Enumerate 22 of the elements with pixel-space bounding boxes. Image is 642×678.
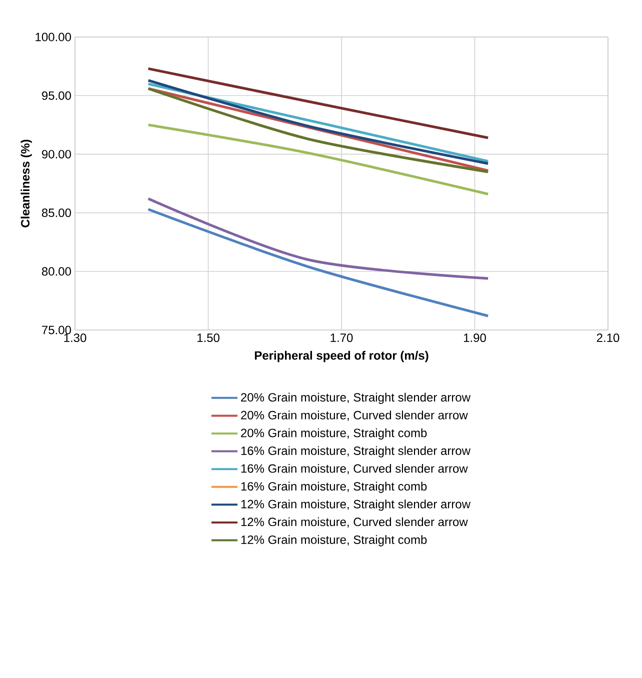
legend-label: 20% Grain moisture, Curved slender arrow [241, 410, 468, 421]
y-tick-label: 90.00 [42, 150, 71, 158]
x-tick-label: 1.30 [64, 334, 86, 342]
x-tick-label: 1.50 [197, 334, 220, 342]
legend-label: 20% Grain moisture, Straight comb [241, 428, 427, 440]
legend-label: 20% Grain moisture, Straight slender arrow [241, 392, 471, 404]
legend-label: 16% Grain moisture, Curved slender arrow [241, 464, 468, 474]
legend-label: 12% Grain moisture, Straight comb [241, 535, 427, 546]
y-tick-label: 95.00 [42, 91, 71, 100]
x-tick-label: 2.10 [596, 334, 620, 342]
legend-label: 12% Grain moisture, Curved slender arrow [241, 517, 468, 528]
y-axis-title: Cleanliness (%) [20, 140, 32, 228]
legend-label: 16% Grain moisture, Straight comb [241, 482, 427, 493]
x-axis-title: Peripheral speed of rotor (m/s) [254, 350, 428, 362]
y-tick-label: 80.00 [42, 267, 71, 276]
x-tick-label: 1.90 [464, 334, 486, 342]
y-tick-label: 85.00 [42, 208, 71, 218]
x-tick-label: 1.70 [330, 334, 353, 342]
y-tick-label: 75.00 [42, 326, 71, 334]
y-tick-label: 100.00 [36, 32, 71, 42]
legend-label: 16% Grain moisture, Straight slender arrow [241, 446, 471, 458]
legend-label: 12% Grain moisture, Straight slender arrow [241, 500, 471, 511]
